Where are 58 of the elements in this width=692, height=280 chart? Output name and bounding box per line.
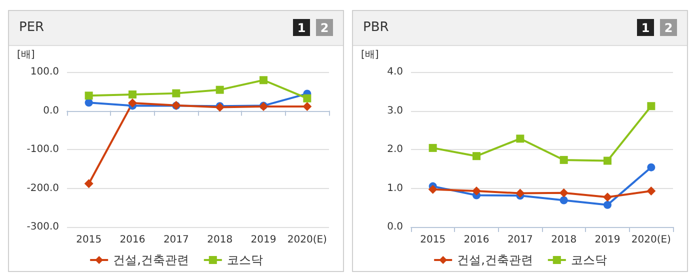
legend-label: 건설,건축관련 (113, 252, 189, 267)
x-tick-label: 2017 (507, 234, 533, 246)
point (647, 163, 656, 172)
point (603, 192, 612, 202)
x-tick-label: 2020(E) (631, 234, 672, 246)
page-button: 2 (660, 19, 677, 36)
y-tick-label: 1.0 (387, 182, 403, 194)
x-tick-label: 2015 (76, 234, 102, 246)
point (84, 178, 94, 188)
point (472, 152, 480, 160)
point (303, 94, 312, 102)
point (646, 186, 656, 196)
point (560, 156, 568, 164)
y-tick-label: 0.0 (43, 105, 59, 116)
x-tick-label: 2019 (250, 234, 276, 246)
point (604, 156, 612, 165)
legend-label: 코스닥 (570, 252, 607, 267)
point (516, 134, 524, 143)
x-tick-label: 2018 (551, 234, 577, 246)
x-tick-label: 2018 (207, 234, 233, 246)
x-tick-label: 2017 (163, 234, 189, 246)
y-tick-label: 100.0 (30, 66, 59, 78)
point (516, 188, 525, 198)
point (84, 92, 93, 100)
y-tick-label: -300.0 (26, 221, 59, 232)
point (428, 144, 437, 152)
point (172, 89, 180, 98)
page-button: 1 (637, 19, 654, 36)
y-tick-label: -200.0 (26, 182, 59, 194)
point (260, 76, 268, 84)
legend-label: 코스닥 (226, 252, 263, 267)
chart-title: PER (19, 20, 44, 36)
x-tick-label: 2016 (120, 234, 146, 246)
point (302, 102, 312, 111)
legend-label: 건설,건축관련 (457, 252, 533, 267)
page-button: 2 (316, 19, 333, 36)
x-tick-label: 2016 (464, 234, 490, 246)
y-tick-label: -100.0 (26, 144, 59, 155)
y-axis-title: [배] (361, 49, 379, 60)
point (128, 98, 137, 108)
point (559, 188, 568, 198)
page-button: 1 (293, 19, 310, 36)
point (560, 196, 568, 204)
point (428, 184, 438, 194)
y-axis-title: [배] (17, 49, 35, 60)
y-tick-label: 4.0 (387, 66, 403, 78)
point (604, 200, 612, 209)
x-tick-label: 2019 (594, 234, 620, 246)
point (472, 186, 481, 196)
y-tick-label: 0.0 (387, 221, 403, 232)
point (216, 86, 224, 94)
point (128, 90, 136, 98)
x-tick-label: 2015 (420, 234, 446, 246)
y-tick-label: 3.0 (387, 105, 403, 116)
point (647, 102, 656, 110)
chart-title: PBR (363, 20, 389, 36)
y-tick-label: 2.0 (387, 144, 403, 155)
x-tick-label: 2020(E) (287, 234, 328, 246)
